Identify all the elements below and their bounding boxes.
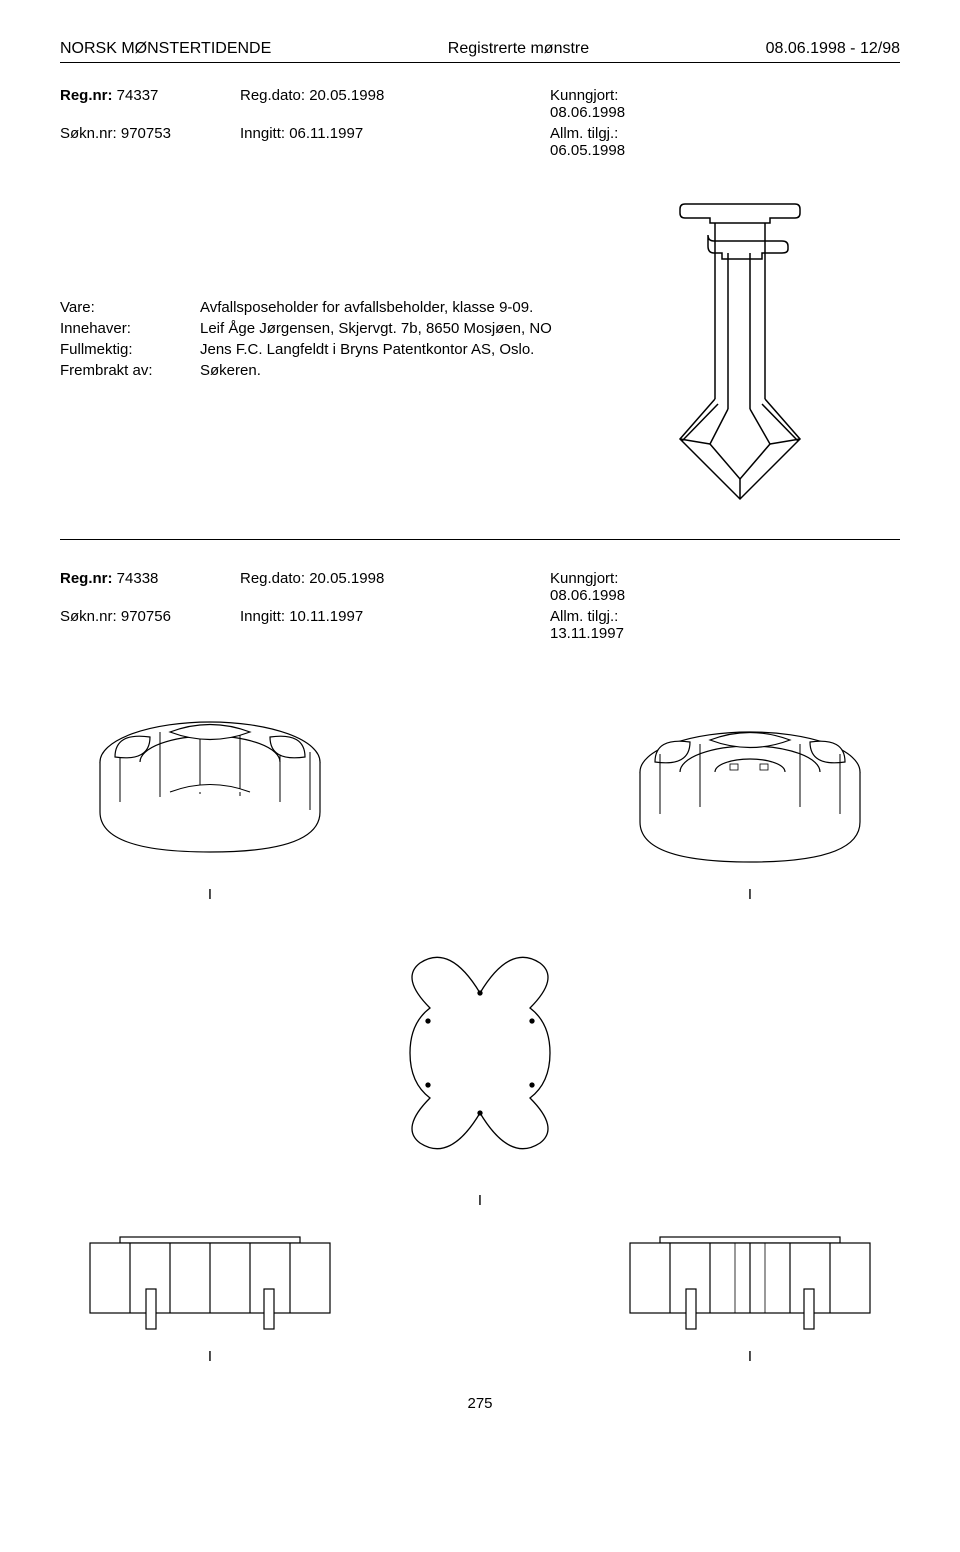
regnr-label: Reg.nr: xyxy=(60,87,113,104)
iso-views-row: I I xyxy=(60,702,900,903)
label-I-1: I xyxy=(60,886,360,903)
vare-value: Avfallsposeholder for avfallsbeholder, k… xyxy=(200,299,580,316)
header-right: 08.06.1998 - 12/98 xyxy=(766,40,900,58)
regnr-cell: Reg.nr: 74338 xyxy=(60,570,240,604)
regdato-label: Reg.dato: xyxy=(240,570,305,587)
allm-cell: Allm. tilgj.: 13.11.1997 xyxy=(550,608,625,642)
coupling-iso-left-icon xyxy=(60,702,360,882)
allm-label: Allm. tilgj.: xyxy=(550,608,618,625)
inngitt-cell: Inngitt: 10.11.1997 xyxy=(240,608,550,642)
inngitt-label: Inngitt: xyxy=(240,125,285,142)
soknr-value: 970753 xyxy=(121,125,171,142)
entry1-meta: Reg.nr: 74337 Reg.dato: 20.05.1998 Kunng… xyxy=(60,87,590,159)
waste-bag-holder-icon xyxy=(620,199,860,519)
side-views-row: I xyxy=(60,1219,900,1365)
coupling-iso-right-icon xyxy=(600,702,900,882)
regnr-value: 74337 xyxy=(117,87,159,104)
allm-value: 13.11.1997 xyxy=(550,625,624,642)
entry1-info: Vare: Avfallsposeholder for avfallsbehol… xyxy=(60,299,580,379)
label-I-5: I xyxy=(600,1348,900,1365)
allm-value: 06.05.1998 xyxy=(550,142,625,159)
innehaver-value: Leif Åge Jørgensen, Skjervgt. 7b, 8650 M… xyxy=(200,320,580,337)
regnr-cell: Reg.nr: 74337 xyxy=(60,87,240,121)
coupling-side-right-icon xyxy=(600,1219,900,1339)
label-I-2: I xyxy=(600,886,900,903)
label-I-3: I xyxy=(350,1192,610,1209)
kunn-cell: Kunngjort: 08.06.1998 xyxy=(550,87,625,121)
side-view-right: I xyxy=(600,1219,900,1365)
fullmektig-value: Jens F.C. Langfeldt i Bryns Patentkontor… xyxy=(200,341,580,358)
iso-view-right: I xyxy=(600,702,900,903)
header-center: Registrerte mønstre xyxy=(271,40,765,58)
entry2-meta: Reg.nr: 74338 Reg.dato: 20.05.1998 Kunng… xyxy=(60,570,590,642)
inngitt-value: 10.11.1997 xyxy=(289,608,363,625)
kunn-label: Kunngjort: xyxy=(550,87,618,104)
allm-label: Allm. tilgj.: xyxy=(550,125,618,142)
entry1-body: Vare: Avfallsposeholder for avfallsbehol… xyxy=(60,159,900,519)
vare-label: Vare: xyxy=(60,299,200,316)
entry-74337: Reg.nr: 74337 Reg.dato: 20.05.1998 Kunng… xyxy=(60,87,900,519)
page-number: 275 xyxy=(467,1395,492,1412)
side-view-left: I xyxy=(60,1219,360,1365)
regdato-cell: Reg.dato: 20.05.1998 xyxy=(240,570,550,604)
soknr-cell: Søkn.nr: 970753 xyxy=(60,125,240,159)
inngitt-cell: Inngitt: 06.11.1997 xyxy=(240,125,550,159)
kunn-cell: Kunngjort: 08.06.1998 xyxy=(550,570,625,604)
page-footer: 275 xyxy=(60,1395,900,1412)
regnr-value: 74338 xyxy=(117,570,159,587)
regdato-value: 20.05.1998 xyxy=(309,87,384,104)
page-header: NORSK MØNSTERTIDENDE Registrerte mønstre… xyxy=(60,40,900,63)
regdato-cell: Reg.dato: 20.05.1998 xyxy=(240,87,550,121)
regnr-label: Reg.nr: xyxy=(60,570,113,587)
soknr-label: Søkn.nr: xyxy=(60,125,117,142)
soknr-value: 970756 xyxy=(121,608,171,625)
entry-74338: Reg.nr: 74338 Reg.dato: 20.05.1998 Kunng… xyxy=(60,570,900,1365)
kunn-label: Kunngjort: xyxy=(550,570,618,587)
top-view-wrap: I xyxy=(60,923,900,1209)
coupling-side-left-icon xyxy=(60,1219,360,1339)
regdato-label: Reg.dato: xyxy=(240,87,305,104)
inngitt-label: Inngitt: xyxy=(240,608,285,625)
inngitt-value: 06.11.1997 xyxy=(289,125,363,142)
frembrakt-label: Frembrakt av: xyxy=(60,362,200,379)
regdato-value: 20.05.1998 xyxy=(309,570,384,587)
soknr-label: Søkn.nr: xyxy=(60,608,117,625)
page-container: NORSK MØNSTERTIDENDE Registrerte mønstre… xyxy=(0,0,960,1452)
kunn-value: 08.06.1998 xyxy=(550,587,625,604)
soknr-cell: Søkn.nr: 970756 xyxy=(60,608,240,642)
fullmektig-label: Fullmektig: xyxy=(60,341,200,358)
coupling-top-icon xyxy=(350,923,610,1183)
kunn-value: 08.06.1998 xyxy=(550,104,625,121)
frembrakt-value: Søkeren. xyxy=(200,362,580,379)
top-view: I xyxy=(350,923,610,1209)
allm-cell: Allm. tilgj.: 06.05.1998 xyxy=(550,125,625,159)
header-left: NORSK MØNSTERTIDENDE xyxy=(60,40,271,58)
iso-view-left: I xyxy=(60,702,360,903)
innehaver-label: Innehaver: xyxy=(60,320,200,337)
label-I-4: I xyxy=(60,1348,360,1365)
entry-divider xyxy=(60,539,900,540)
